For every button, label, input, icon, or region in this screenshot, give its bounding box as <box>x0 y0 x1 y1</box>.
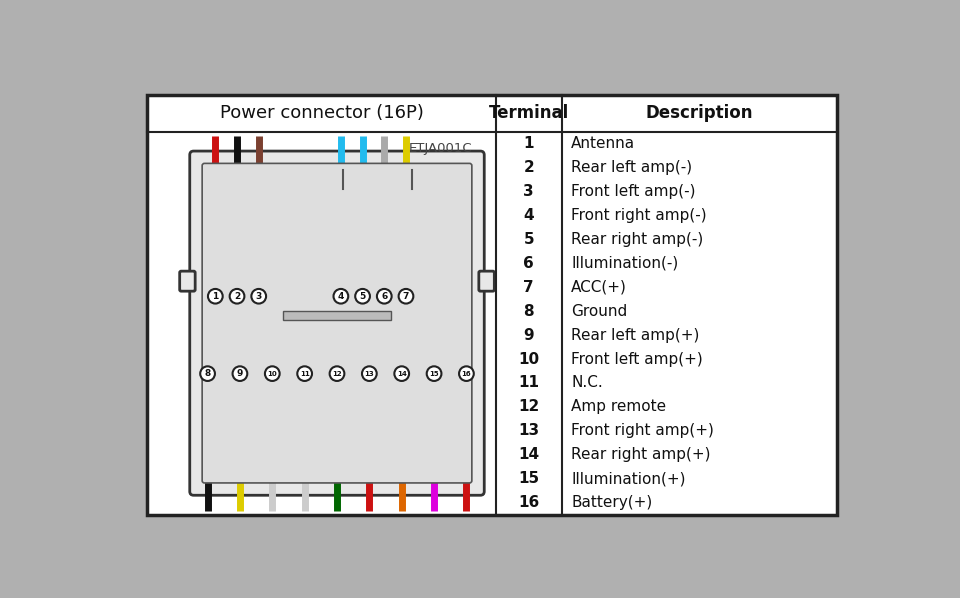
Circle shape <box>398 289 414 304</box>
Text: Description: Description <box>645 104 753 123</box>
FancyBboxPatch shape <box>190 151 484 495</box>
Text: 16: 16 <box>518 495 540 510</box>
FancyBboxPatch shape <box>479 271 494 291</box>
Text: Front right amp(+): Front right amp(+) <box>571 423 714 438</box>
FancyBboxPatch shape <box>203 163 472 483</box>
Text: ETJA001C: ETJA001C <box>409 142 472 155</box>
Text: Battery(+): Battery(+) <box>571 495 652 510</box>
Text: 1: 1 <box>523 136 534 151</box>
Text: Rear right amp(+): Rear right amp(+) <box>571 447 710 462</box>
Circle shape <box>229 289 245 304</box>
Text: Rear left amp(-): Rear left amp(-) <box>571 160 692 175</box>
Text: 11: 11 <box>518 376 540 390</box>
Circle shape <box>377 289 392 304</box>
Circle shape <box>298 367 312 381</box>
Circle shape <box>208 289 223 304</box>
Text: 15: 15 <box>429 371 439 377</box>
Circle shape <box>355 289 370 304</box>
Text: Rear right amp(-): Rear right amp(-) <box>571 232 704 247</box>
Text: 1: 1 <box>212 292 219 301</box>
Text: Illumination(+): Illumination(+) <box>571 471 685 486</box>
Text: 12: 12 <box>332 371 342 377</box>
Text: 6: 6 <box>523 256 534 271</box>
Text: 8: 8 <box>204 369 210 378</box>
Text: 9: 9 <box>523 328 534 343</box>
Text: 16: 16 <box>462 371 471 377</box>
Text: 5: 5 <box>359 292 366 301</box>
Text: 8: 8 <box>523 304 534 319</box>
Text: 10: 10 <box>518 352 540 367</box>
Circle shape <box>329 367 345 381</box>
Text: 14: 14 <box>396 371 407 377</box>
Text: 4: 4 <box>523 208 534 223</box>
Text: Front right amp(-): Front right amp(-) <box>571 208 707 223</box>
Circle shape <box>252 289 266 304</box>
Text: Front left amp(-): Front left amp(-) <box>571 184 696 199</box>
Circle shape <box>232 367 248 381</box>
Circle shape <box>265 367 279 381</box>
Text: 5: 5 <box>523 232 534 247</box>
Text: N.C.: N.C. <box>571 376 603 390</box>
Text: 10: 10 <box>268 371 277 377</box>
Text: 2: 2 <box>523 160 534 175</box>
Text: Antenna: Antenna <box>571 136 636 151</box>
Circle shape <box>426 367 442 381</box>
Bar <box>282 311 392 320</box>
Circle shape <box>201 367 215 381</box>
Text: 2: 2 <box>234 292 240 301</box>
Text: 11: 11 <box>300 371 309 377</box>
Circle shape <box>459 367 474 381</box>
Text: 4: 4 <box>338 292 344 301</box>
Circle shape <box>333 289 348 304</box>
Text: 6: 6 <box>381 292 388 301</box>
Text: Front left amp(+): Front left amp(+) <box>571 352 703 367</box>
Text: 13: 13 <box>518 423 540 438</box>
Text: 13: 13 <box>365 371 374 377</box>
Text: ACC(+): ACC(+) <box>571 280 627 295</box>
Text: 7: 7 <box>403 292 409 301</box>
Text: 9: 9 <box>237 369 243 378</box>
Text: Power connector (16P): Power connector (16P) <box>220 104 423 123</box>
Text: 3: 3 <box>523 184 534 199</box>
Text: 3: 3 <box>255 292 262 301</box>
Text: 7: 7 <box>523 280 534 295</box>
Circle shape <box>395 367 409 381</box>
Text: 14: 14 <box>518 447 540 462</box>
Text: 15: 15 <box>518 471 540 486</box>
Text: Ground: Ground <box>571 304 627 319</box>
FancyBboxPatch shape <box>180 271 195 291</box>
Text: Rear left amp(+): Rear left amp(+) <box>571 328 700 343</box>
Text: Terminal: Terminal <box>489 104 569 123</box>
Circle shape <box>362 367 376 381</box>
Text: 12: 12 <box>518 399 540 414</box>
Text: Illumination(-): Illumination(-) <box>571 256 679 271</box>
Text: Amp remote: Amp remote <box>571 399 666 414</box>
